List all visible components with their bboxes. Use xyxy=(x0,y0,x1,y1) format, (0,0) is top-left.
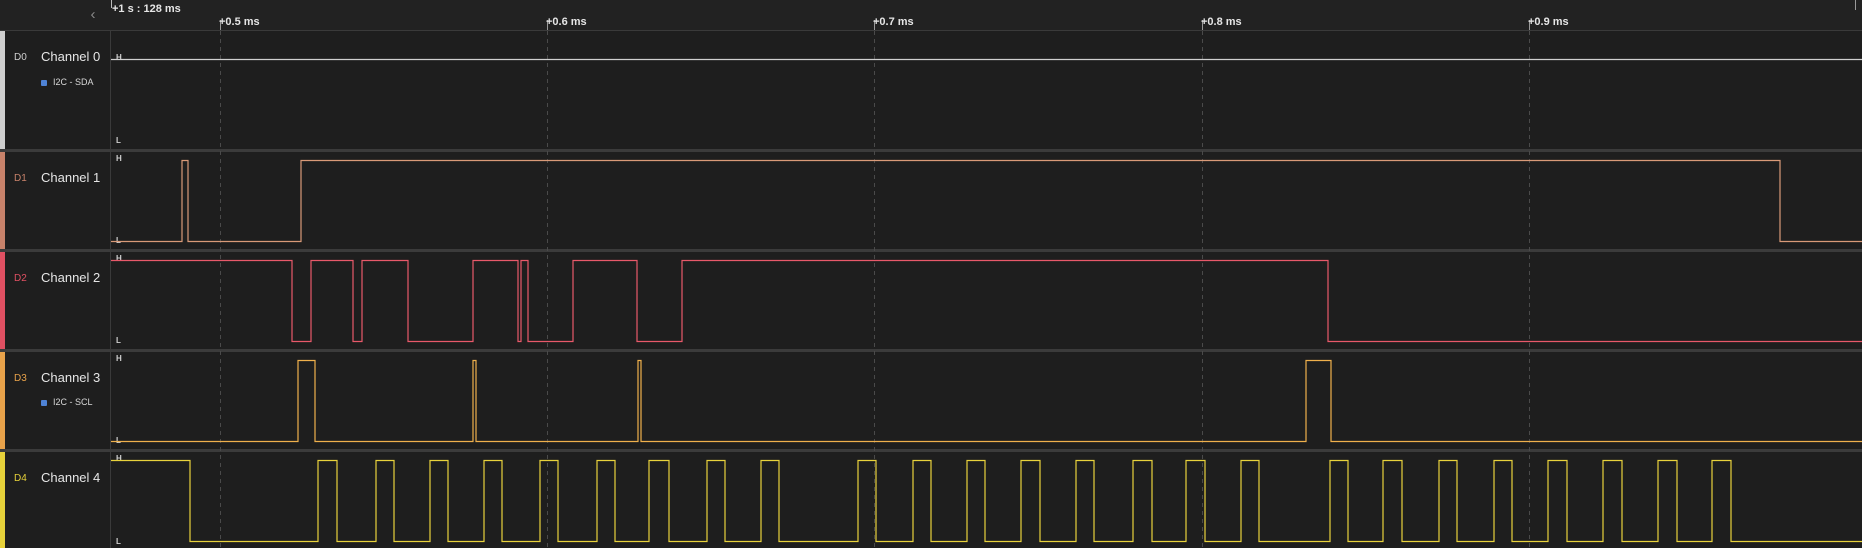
channel-row-2[interactable]: D2 Channel 2 H L xyxy=(0,252,1862,352)
tick-mark xyxy=(1202,20,1203,30)
tick-mark xyxy=(1529,20,1530,30)
channel-row-4[interactable]: D4 Channel 4 H L xyxy=(0,452,1862,548)
level-low-label: L xyxy=(116,236,121,245)
channel-name[interactable]: Channel 3 xyxy=(41,370,101,385)
origin-tick xyxy=(111,0,112,8)
level-high-label: H xyxy=(116,254,122,263)
analyzer-color-icon xyxy=(41,399,47,406)
channel-name[interactable]: Channel 4 xyxy=(41,470,101,485)
level-low-label: L xyxy=(116,537,121,546)
level-high-label: H xyxy=(116,354,122,363)
channel-color-bar xyxy=(0,252,5,349)
tick-label: +0.7 ms xyxy=(873,16,914,28)
analyzer-color-icon xyxy=(41,79,47,86)
analyzer-tag[interactable]: I2C - SDA xyxy=(41,77,94,87)
level-low-label: L xyxy=(116,136,121,145)
channel-id: D3 xyxy=(14,373,27,384)
channel-name[interactable]: Channel 1 xyxy=(41,170,101,185)
channel-divider xyxy=(110,31,111,149)
level-high-label: H xyxy=(116,53,122,62)
tick-label: +0.8 ms xyxy=(1201,16,1242,28)
level-high-label: H xyxy=(116,154,122,163)
collapse-sidebar-icon[interactable]: ‹ xyxy=(90,6,96,23)
tick-label: +0.9 ms xyxy=(1528,16,1569,28)
tick-mark xyxy=(220,20,221,30)
tick-label: +0.5 ms xyxy=(219,16,260,28)
channel-divider xyxy=(110,152,111,249)
analyzer-label: I2C - SCL xyxy=(53,397,93,407)
analyzer-label: I2C - SDA xyxy=(53,77,94,87)
channel-name[interactable]: Channel 0 xyxy=(41,49,101,64)
channel-name[interactable]: Channel 2 xyxy=(41,270,101,285)
channel-color-bar xyxy=(0,452,5,548)
time-origin-label: +1 s : 128 ms xyxy=(112,3,181,15)
tick-mark xyxy=(547,20,548,30)
channel-row-1[interactable]: D1 Channel 1 H L xyxy=(0,152,1862,252)
tick-label: +0.6 ms xyxy=(546,16,587,28)
channel-divider xyxy=(110,452,111,548)
level-low-label: L xyxy=(116,436,121,445)
level-low-label: L xyxy=(116,336,121,345)
time-ruler[interactable]: ‹ +1 s : 128 ms +0.5 ms +0.6 ms +0.7 ms … xyxy=(0,0,1862,31)
channel-color-bar xyxy=(0,152,5,249)
channel-id: D0 xyxy=(14,52,27,63)
analyzer-tag[interactable]: I2C - SCL xyxy=(41,397,93,407)
channel-row-3[interactable]: D3 Channel 3 I2C - SCL H L xyxy=(0,352,1862,452)
channel-divider xyxy=(110,352,111,449)
channel-row-0[interactable]: D0 Channel 0 I2C - SDA H L xyxy=(0,31,1862,152)
channel-id: D1 xyxy=(14,173,27,184)
tick-mark xyxy=(874,20,875,30)
tick-mark xyxy=(1855,0,1856,10)
channel-id: D2 xyxy=(14,273,27,284)
channel-id: D4 xyxy=(14,473,27,484)
channel-color-bar xyxy=(0,352,5,449)
level-high-label: H xyxy=(116,454,122,463)
channel-divider xyxy=(110,252,111,349)
channel-color-bar xyxy=(0,31,5,149)
